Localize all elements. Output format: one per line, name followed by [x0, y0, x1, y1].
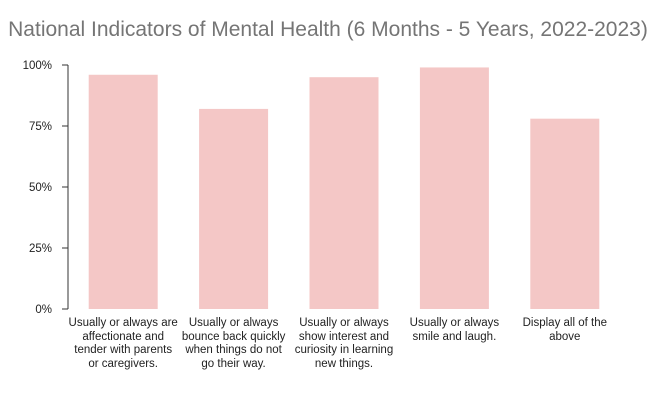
y-tick-label: 50%	[29, 182, 52, 194]
bars	[88, 67, 600, 310]
y-tick-label: 75%	[29, 121, 52, 133]
y-tick-label: 25%	[29, 243, 52, 255]
chart-title: National Indicators of Mental Health (6 …	[8, 18, 648, 41]
bar	[309, 77, 379, 309]
bar	[530, 118, 600, 310]
bar	[199, 108, 269, 309]
y-tick-label: 0%	[35, 304, 52, 316]
bar	[419, 67, 489, 309]
bar	[88, 74, 158, 309]
y-tick-label: 100%	[23, 60, 52, 72]
y-axis: 0% 25% 50% 75% 100%	[23, 60, 69, 316]
